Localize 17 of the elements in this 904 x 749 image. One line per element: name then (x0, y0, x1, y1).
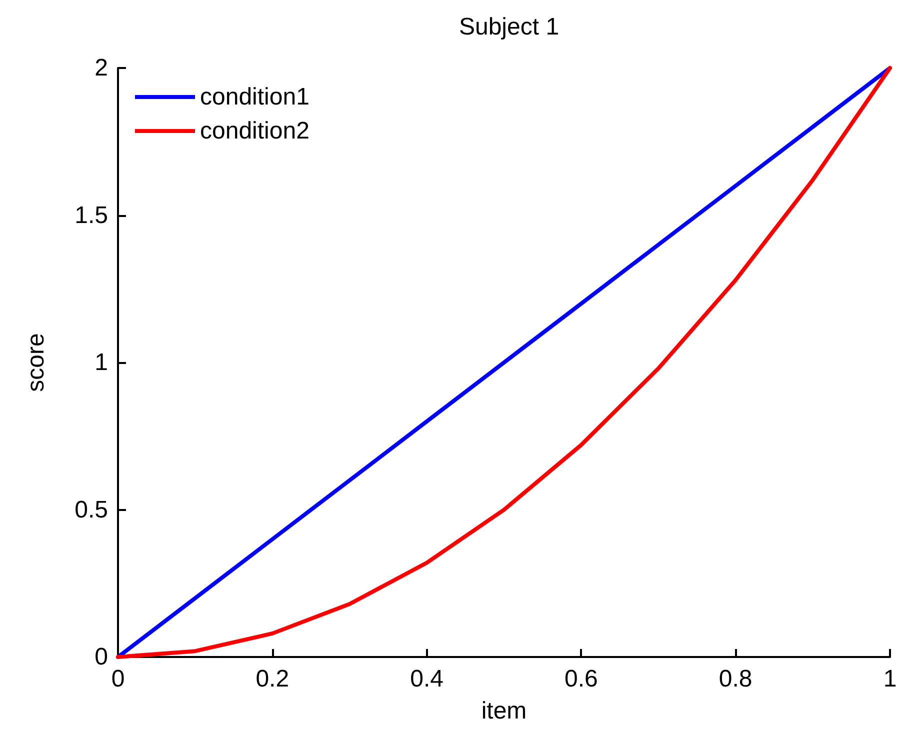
x-tick-label: 0.4 (410, 666, 444, 692)
line-series (116, 66, 892, 659)
y-tick-label: 1 (94, 349, 108, 376)
chart-title: Subject 1 (458, 14, 560, 40)
y-axis-title: score (22, 333, 50, 392)
x-tick-label: 0.6 (564, 666, 598, 692)
legend-label: condition2 (200, 118, 310, 144)
y-tick-label: 0.5 (74, 496, 108, 524)
y-tick-label: 0 (94, 644, 108, 670)
x-tick-label: 1 (883, 666, 897, 692)
x-tick-label: 0.2 (256, 666, 290, 692)
x-tick-label: 0.8 (718, 666, 752, 692)
x-axis-title: item (481, 698, 527, 724)
y-tick-label: 2 (94, 54, 108, 82)
y-tick-label: 1.5 (74, 202, 108, 229)
x-tick-label: 0 (111, 666, 125, 692)
legend-label: condition1 (200, 84, 310, 110)
